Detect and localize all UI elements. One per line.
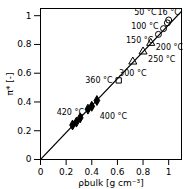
svg-text:300 °C: 300 °C: [119, 69, 147, 78]
svg-text:0.6: 0.6: [110, 167, 125, 177]
svg-text:0.4: 0.4: [17, 97, 32, 107]
svg-text:1: 1: [166, 167, 172, 177]
svg-text:0.4: 0.4: [85, 167, 100, 177]
svg-text:π* [-]: π* [-]: [5, 72, 15, 95]
svg-text:ρbulk [g cm⁻³]: ρbulk [g cm⁻³]: [78, 178, 143, 188]
svg-text:360 °C: 360 °C: [85, 76, 113, 85]
svg-text:0: 0: [26, 154, 32, 164]
svg-text:16 °C: 16 °C: [157, 7, 180, 17]
svg-text:400 °C: 400 °C: [100, 112, 128, 121]
svg-text:100 °C: 100 °C: [131, 22, 159, 31]
svg-text:0.8: 0.8: [17, 39, 32, 49]
svg-text:250 °C: 250 °C: [148, 55, 176, 64]
svg-text:420 °C: 420 °C: [57, 108, 85, 117]
svg-text:0.6: 0.6: [17, 68, 32, 78]
svg-text:50 °C: 50 °C: [134, 8, 157, 17]
svg-text:0.2: 0.2: [59, 167, 73, 177]
svg-text:0: 0: [38, 167, 44, 177]
svg-text:150 °C: 150 °C: [126, 36, 154, 45]
svg-text:0.8: 0.8: [136, 167, 151, 177]
svg-text:0.2: 0.2: [17, 126, 31, 136]
svg-text:200 °C: 200 °C: [156, 43, 184, 52]
svg-text:1: 1: [26, 11, 32, 21]
